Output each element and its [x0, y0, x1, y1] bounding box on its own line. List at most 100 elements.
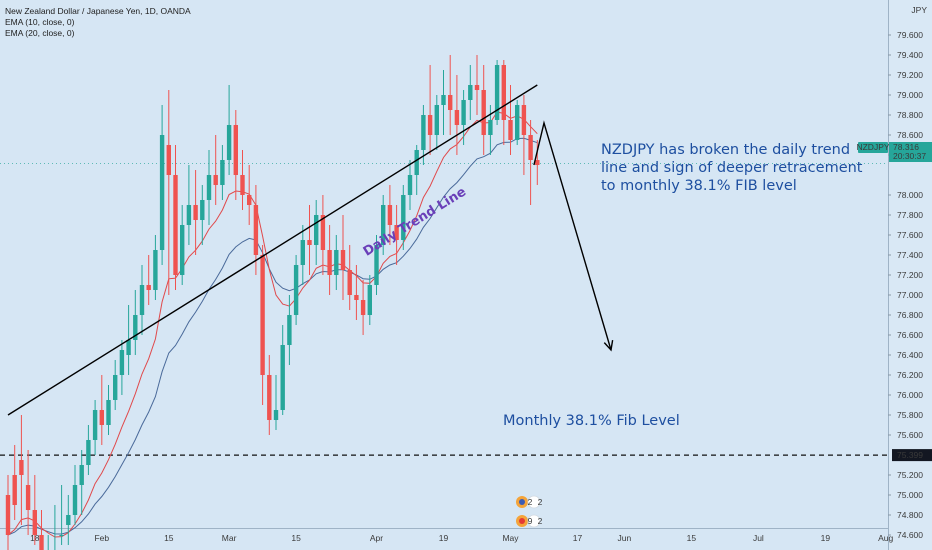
candle-body[interactable] [220, 160, 225, 185]
candle-body[interactable] [414, 150, 419, 175]
projection-path[interactable] [533, 120, 612, 351]
ema-fast-label[interactable]: EMA (10, close, 0) [5, 17, 75, 27]
candle-body[interactable] [213, 175, 218, 185]
candle-body[interactable] [159, 135, 165, 250]
candle-body[interactable] [39, 535, 44, 550]
candle-body[interactable] [488, 120, 493, 135]
candle-body[interactable] [59, 535, 64, 536]
candle-body[interactable] [347, 270, 352, 295]
candle-body[interactable] [133, 315, 138, 340]
candle-body[interactable] [287, 315, 292, 345]
candle-body[interactable] [12, 475, 17, 505]
candle-body[interactable] [314, 215, 319, 245]
candle-body[interactable] [367, 285, 372, 315]
candle-body[interactable] [66, 515, 71, 525]
candle-body[interactable] [280, 345, 285, 410]
candle-body[interactable] [508, 120, 513, 140]
candle-body[interactable] [474, 85, 480, 90]
candle-body[interactable] [327, 250, 332, 275]
price-tick-label: 75.200 [897, 470, 923, 480]
candle-body[interactable] [240, 175, 245, 195]
candle-body[interactable] [401, 195, 406, 240]
candle-body[interactable] [260, 255, 265, 375]
candle-body[interactable] [146, 285, 151, 290]
candle-body[interactable] [407, 175, 413, 195]
candle-body[interactable] [106, 400, 111, 425]
candle-body[interactable] [515, 105, 520, 140]
candle-body[interactable] [421, 115, 426, 150]
candle-body[interactable] [441, 95, 446, 105]
candle-body[interactable] [139, 285, 145, 315]
candle-body[interactable] [25, 485, 31, 510]
candle-body[interactable] [454, 110, 460, 125]
event-icon-counter [527, 495, 541, 509]
price-tick-label: 78.000 [897, 190, 923, 200]
candle-body[interactable] [521, 105, 527, 135]
candle-body[interactable] [320, 215, 326, 250]
candle-body[interactable] [92, 410, 98, 440]
candle-body[interactable] [360, 300, 366, 315]
candle-body[interactable] [501, 65, 506, 120]
candle-body[interactable] [387, 205, 393, 225]
candle-body[interactable] [186, 205, 192, 225]
candle-body[interactable] [461, 100, 466, 125]
candle-body[interactable] [72, 485, 78, 515]
price-tick-label: 76.000 [897, 390, 923, 400]
candle-body[interactable] [528, 135, 533, 160]
symbol-badge[interactable] [858, 142, 888, 153]
event-icons[interactable]: 2 29 2 [516, 495, 543, 528]
candle-body[interactable] [354, 295, 359, 300]
candle-body[interactable] [200, 200, 205, 220]
candle-body[interactable] [19, 460, 24, 475]
level-badge[interactable] [892, 449, 932, 462]
candle-body[interactable] [468, 85, 473, 100]
price-badge[interactable] [889, 142, 932, 162]
candle-body[interactable] [99, 410, 104, 425]
candle-body[interactable] [374, 245, 379, 285]
candle-body[interactable] [153, 250, 158, 290]
candle-body[interactable] [273, 410, 279, 420]
candle-body[interactable] [434, 105, 439, 135]
candle-body[interactable] [394, 225, 399, 240]
ema-20-line [7, 137, 538, 536]
candle-body[interactable] [86, 440, 91, 465]
candle-body[interactable] [119, 350, 125, 375]
candle-body[interactable] [226, 125, 232, 160]
candle-body[interactable] [481, 90, 486, 135]
candle-body[interactable] [535, 160, 540, 165]
candle-body[interactable] [32, 510, 37, 535]
candle-body[interactable] [267, 375, 272, 420]
candle-body[interactable] [79, 465, 84, 485]
candle-body[interactable] [173, 175, 178, 275]
candle-body[interactable] [253, 205, 259, 255]
candle-body[interactable] [166, 145, 171, 175]
candle-body[interactable] [340, 250, 346, 270]
trend-line[interactable] [7, 84, 538, 416]
ema-slow-label[interactable]: EMA (20, close, 0) [5, 28, 75, 38]
candle-body[interactable] [293, 265, 299, 315]
price-tick-label: 75.800 [897, 410, 923, 420]
candle-body[interactable] [381, 205, 386, 245]
candle-body[interactable] [494, 65, 500, 120]
candle-body[interactable] [5, 495, 11, 535]
symbol-title[interactable]: New Zealand Dollar / Japanese Yen, 1D, O… [5, 6, 191, 16]
time-axis-label: 17 [573, 533, 583, 543]
candle-body[interactable] [233, 125, 238, 175]
candle-body[interactable] [180, 225, 185, 275]
price-tick-label: 77.800 [897, 210, 923, 220]
candle-body[interactable] [126, 340, 131, 355]
candle-body[interactable] [448, 95, 453, 110]
candle-body[interactable] [193, 205, 198, 220]
candle-body[interactable] [334, 250, 339, 275]
candle-body[interactable] [206, 175, 212, 200]
candle-body[interactable] [113, 375, 118, 400]
price-tick-label: 79.400 [897, 50, 923, 60]
candle-body[interactable] [427, 115, 433, 135]
candle-body[interactable] [247, 195, 252, 205]
candle-body[interactable] [307, 240, 312, 245]
event-count: 9 [528, 516, 533, 526]
candle-body[interactable] [300, 240, 305, 265]
